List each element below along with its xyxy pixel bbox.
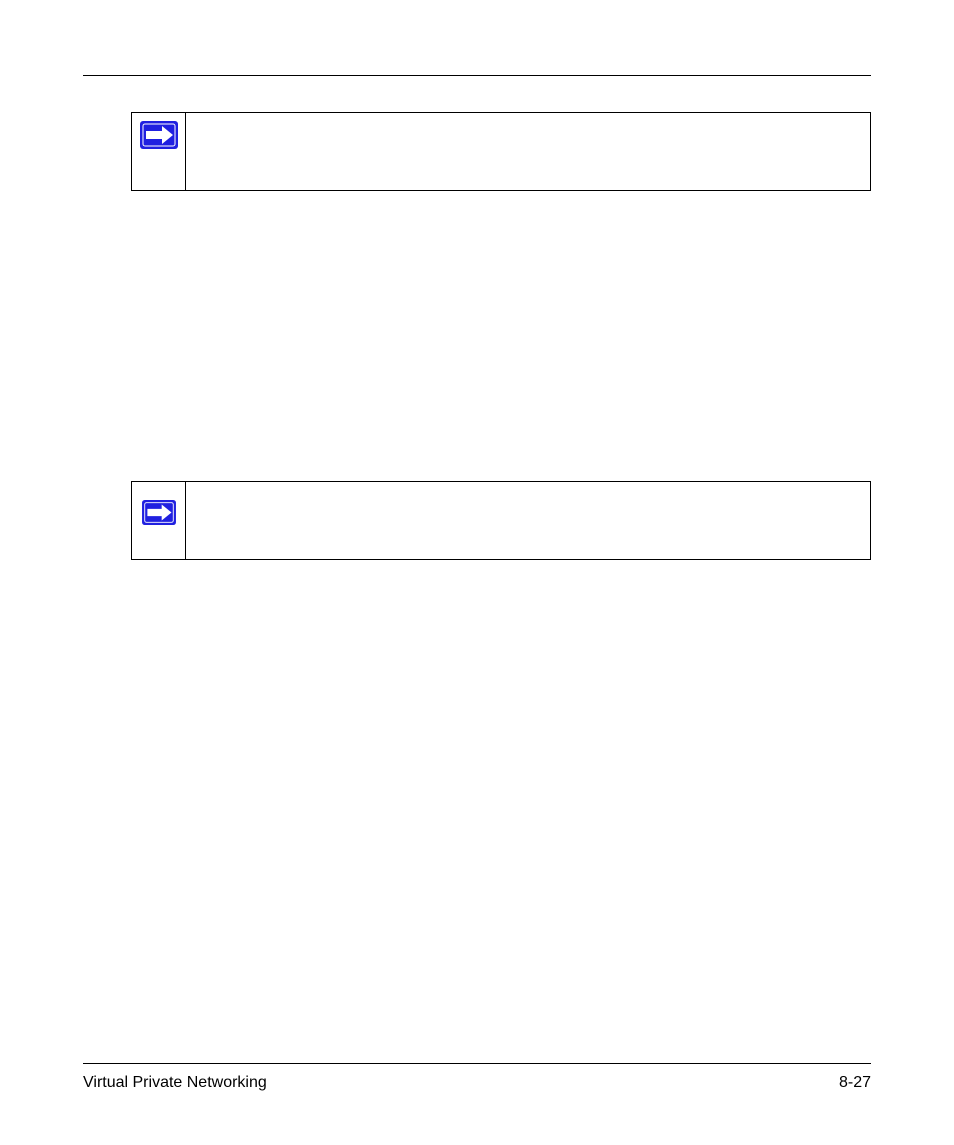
note-box-2	[131, 481, 871, 560]
footer-text-row: Virtual Private Networking 8-27	[83, 1074, 871, 1092]
footer-rule	[83, 1063, 871, 1064]
note-content-1	[186, 113, 870, 190]
note-icon-cell-1	[132, 113, 186, 190]
page-footer: Virtual Private Networking 8-27	[83, 1063, 871, 1092]
footer-left: Virtual Private Networking	[83, 1074, 267, 1092]
arrow-right-icon	[140, 121, 178, 149]
note-box-1	[131, 112, 871, 191]
header-rule	[83, 75, 871, 76]
footer-right: 8-27	[839, 1074, 871, 1092]
note-content-2	[186, 482, 870, 559]
page-content	[0, 0, 954, 560]
arrow-right-icon	[142, 500, 176, 525]
note-icon-cell-2	[132, 482, 186, 559]
